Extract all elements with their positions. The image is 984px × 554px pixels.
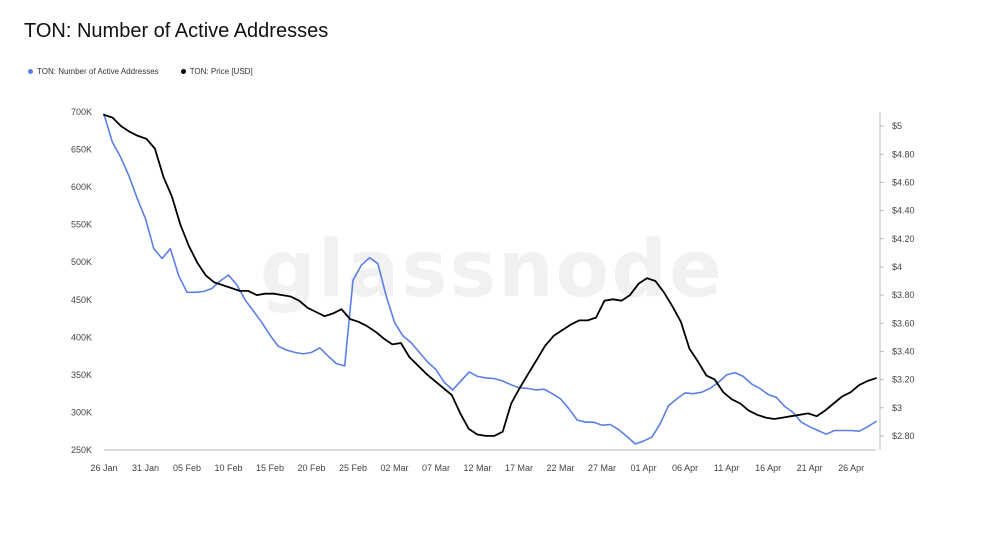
left-y-tick-label: 600K: [71, 182, 92, 192]
x-tick-label: 17 Mar: [505, 463, 533, 473]
right-y-tick-label: $4.80: [892, 149, 915, 159]
left-y-tick-label: 250K: [71, 445, 92, 455]
x-tick-label: 06 Apr: [672, 463, 698, 473]
right-y-tick-label: $3.60: [892, 318, 915, 328]
right-y-tick-label: $5: [892, 121, 902, 131]
left-y-tick-label: 700K: [71, 107, 92, 117]
legend-label-active-addresses: TON: Number of Active Addresses: [37, 67, 159, 76]
right-y-tick-label: $3.40: [892, 346, 915, 356]
x-tick-label: 26 Jan: [90, 463, 117, 473]
series-line-active-addresses: [103, 113, 877, 445]
right-y-tick-label: $4: [892, 262, 902, 272]
x-tick-label: 12 Mar: [464, 463, 492, 473]
x-tick-label: 07 Mar: [422, 463, 450, 473]
left-y-tick-label: 650K: [71, 145, 92, 155]
right-y-tick-label: $3.80: [892, 290, 915, 300]
right-y-tick-label: $3: [892, 403, 902, 413]
right-y-tick-label: $4.40: [892, 206, 915, 216]
legend-swatch-active-addresses: [28, 69, 33, 74]
left-y-tick-label: 550K: [71, 220, 92, 230]
right-y-tick-label: $4.20: [892, 234, 915, 244]
left-y-tick-label: 350K: [71, 370, 92, 380]
x-tick-label: 11 Apr: [714, 463, 739, 473]
x-tick-label: 15 Feb: [256, 463, 284, 473]
right-y-tick-label: $2.80: [892, 431, 915, 441]
series-line-price: [103, 113, 877, 437]
x-tick-label: 22 Mar: [547, 463, 575, 473]
right-y-tick-label: $3.20: [892, 375, 915, 385]
chart-title: TON: Number of Active Addresses: [24, 20, 329, 42]
x-tick-label: 10 Feb: [215, 463, 243, 473]
x-tick-label: 27 Mar: [588, 463, 616, 473]
left-y-tick-label: 300K: [71, 407, 92, 417]
left-y-tick-label: 450K: [71, 295, 92, 305]
x-tick-label: 01 Apr: [631, 463, 657, 473]
x-tick-label: 31 Jan: [132, 463, 159, 473]
legend-label-price: TON: Price [USD]: [189, 67, 253, 76]
x-tick-label: 16 Apr: [755, 463, 781, 473]
left-y-tick-label: 500K: [71, 257, 92, 267]
x-tick-label: 21 Apr: [797, 463, 823, 473]
chart-legend: TON: Number of Active Addresses TON: Pri…: [28, 67, 253, 76]
x-tick-label: 26 Apr: [838, 463, 864, 473]
x-tick-label: 02 Mar: [381, 463, 409, 473]
right-y-tick-label: $4.60: [892, 177, 915, 187]
watermark-text: glassnode: [260, 225, 724, 315]
x-tick-label: 25 Feb: [339, 463, 367, 473]
x-tick-label: 05 Feb: [173, 463, 201, 473]
left-y-tick-label: 400K: [71, 332, 92, 342]
legend-item-active-addresses[interactable]: TON: Number of Active Addresses: [28, 67, 159, 76]
legend-item-price[interactable]: TON: Price [USD]: [180, 67, 253, 76]
legend-swatch-price: [180, 69, 186, 74]
x-tick-label: 20 Feb: [298, 463, 326, 473]
